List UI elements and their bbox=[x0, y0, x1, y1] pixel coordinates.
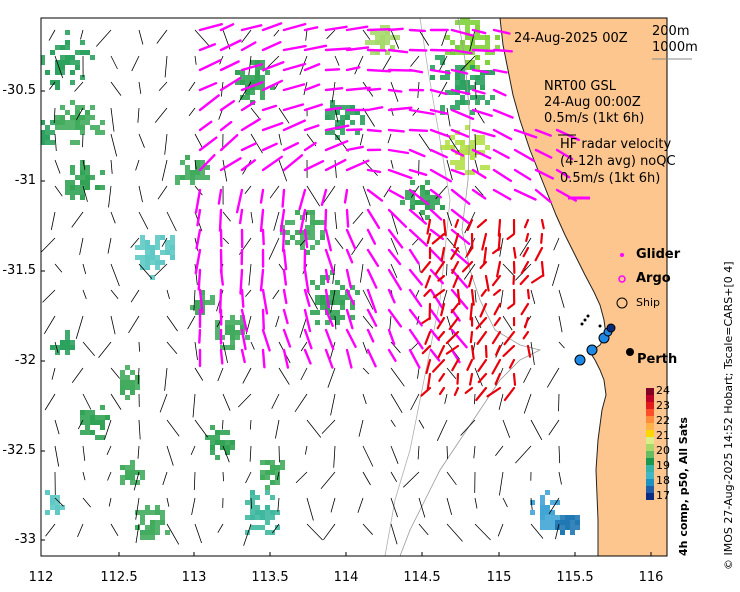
scale-1000m-label: 1000m bbox=[652, 40, 698, 55]
colorbar-tick: 22 bbox=[656, 414, 670, 427]
gsl-line1: NRT00 GSL bbox=[544, 79, 616, 94]
perth-label: Perth bbox=[637, 352, 678, 367]
credit-text: © IMOS 27-Aug-2025 14:52 Hobart; Tscale=… bbox=[722, 261, 735, 570]
hf-radar-arrows bbox=[420, 218, 545, 402]
lat-tick: -32.5 bbox=[2, 443, 36, 458]
lon-tick: 113 bbox=[181, 570, 207, 585]
colorbar-tick: 18 bbox=[656, 474, 670, 487]
data-gap bbox=[332, 540, 344, 556]
argo-legend-label: Argo bbox=[636, 271, 671, 286]
lon-tick: 115 bbox=[486, 570, 512, 585]
ship-legend-label: Ship bbox=[636, 296, 660, 309]
sst-colorbar bbox=[646, 388, 654, 500]
argo-markers bbox=[574, 314, 634, 366]
sst-patches bbox=[41, 18, 580, 540]
colorbar-tick: 19 bbox=[656, 459, 670, 472]
ship-legend-marker bbox=[616, 297, 628, 309]
bathy-contour-1000m bbox=[384, 18, 451, 556]
lon-tick: 113.5 bbox=[251, 570, 289, 585]
colorbar-tick: 21 bbox=[656, 429, 670, 442]
lat-tick: -30.5 bbox=[2, 83, 36, 98]
lon-tick: 115.5 bbox=[556, 570, 594, 585]
lat-tick: -31.5 bbox=[2, 263, 36, 278]
glider-legend-label: Glider bbox=[636, 247, 681, 262]
colorbar-tick: 17 bbox=[656, 489, 670, 502]
gsl-line3: 0.5m/s (1kt 6h) bbox=[544, 111, 645, 126]
bathy-contour-200m bbox=[399, 18, 542, 556]
date-label: 24-Aug-2025 00Z bbox=[514, 31, 628, 46]
colorbar-tick: 23 bbox=[656, 399, 670, 412]
scale-200m-label: 200m bbox=[652, 24, 690, 39]
lat-tick: -33 bbox=[14, 532, 36, 547]
radar-line3: 0.5m/s (1kt 6h) bbox=[560, 171, 661, 186]
axis-ticks bbox=[40, 90, 652, 556]
lat-tick: -32 bbox=[14, 353, 36, 368]
colorbar-title: 4h comp, p50, All Sats bbox=[677, 417, 690, 556]
lon-tick: 114 bbox=[333, 570, 359, 585]
lon-tick: 116 bbox=[638, 570, 664, 585]
radar-line2: (4-12h avg) noQC bbox=[560, 154, 676, 169]
lat-tick: -31 bbox=[14, 173, 36, 188]
colorbar-tick: 24 bbox=[656, 384, 670, 397]
glider-legend-marker bbox=[620, 253, 624, 257]
lon-tick: 112 bbox=[28, 570, 54, 585]
plot-frame bbox=[40, 17, 668, 557]
argo-legend-marker bbox=[618, 275, 626, 283]
colorbar-tick: 20 bbox=[656, 444, 670, 457]
lon-tick: 112.5 bbox=[100, 570, 138, 585]
radar-line1: HF radar velocity bbox=[560, 137, 672, 152]
gsl-line2: 24-Aug 00:00Z bbox=[544, 95, 641, 110]
model-current-arrows bbox=[41, 29, 565, 546]
lon-tick: 114.5 bbox=[403, 570, 441, 585]
